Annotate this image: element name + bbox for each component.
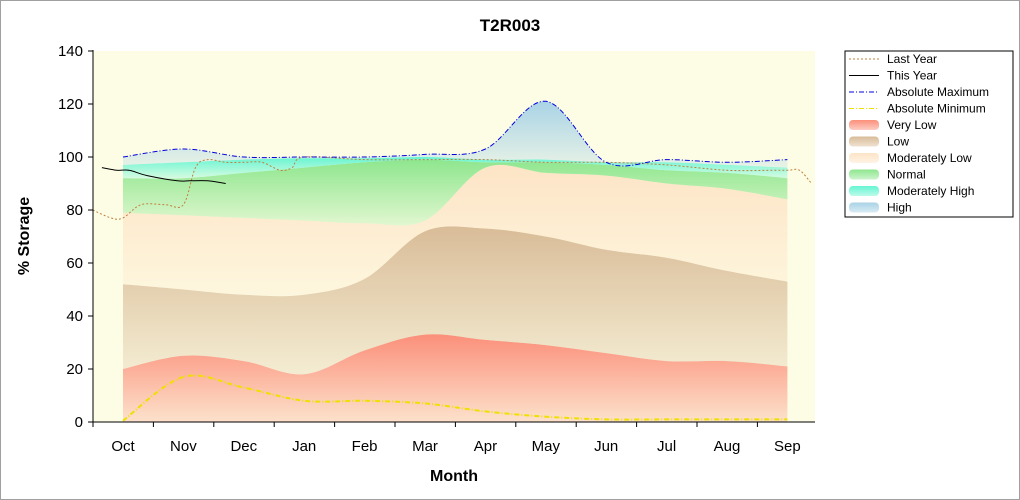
x-tick-label: Nov bbox=[170, 438, 197, 455]
legend-item-moderately-low: Moderately Low bbox=[849, 151, 972, 165]
x-tick-label: Feb bbox=[352, 438, 378, 455]
legend-item-moderately-high: Moderately High bbox=[849, 184, 974, 198]
line-absolute-maximum bbox=[122, 100, 788, 167]
legend-label: Last Year bbox=[887, 52, 937, 66]
legend-item-low: Low bbox=[849, 135, 909, 149]
legend-swatch bbox=[849, 136, 879, 147]
line-last-year bbox=[92, 156, 812, 220]
legend-item-absolute-minimum: Absolute Minimum bbox=[849, 102, 986, 116]
y-tick-label: 100 bbox=[58, 149, 83, 166]
legend-label: This Year bbox=[887, 69, 937, 83]
legend-label: Low bbox=[887, 135, 909, 149]
legend-label: Normal bbox=[887, 168, 926, 182]
legend-swatch bbox=[849, 186, 879, 196]
x-tick-label: Aug bbox=[714, 438, 741, 455]
y-axis-label: % Storage bbox=[16, 197, 33, 275]
axes-layer: 0 20 40 60 80 100 120 140 Oct Nov Dec Jan Feb Mar Apr M… bbox=[58, 43, 815, 455]
legend: Last Year This Year Absolute Maximum Absolu… bbox=[844, 50, 1014, 218]
y-tick-label: 0 bbox=[75, 414, 83, 431]
bands-layer bbox=[123, 101, 788, 422]
chart-title: T2R003 bbox=[480, 16, 540, 35]
legend-label: Absolute Minimum bbox=[887, 102, 986, 116]
legend-item-high: High bbox=[849, 201, 912, 215]
legend-swatch bbox=[849, 202, 879, 213]
legend-swatch bbox=[849, 120, 879, 130]
x-tick-label: Dec bbox=[230, 438, 257, 455]
band-low bbox=[123, 226, 788, 375]
legend-label: Moderately Low bbox=[887, 151, 972, 165]
band-high bbox=[123, 101, 788, 168]
lines-layer bbox=[92, 100, 812, 422]
band-normal bbox=[123, 159, 788, 226]
band-very-low bbox=[123, 334, 788, 422]
band-moderately-low bbox=[123, 164, 788, 297]
y-tick-label: 140 bbox=[58, 43, 83, 60]
legend-label: Moderately High bbox=[887, 184, 974, 198]
legend-item-normal: Normal bbox=[849, 168, 926, 182]
x-tick-label: Jul bbox=[657, 438, 676, 455]
x-tick-label: Jun bbox=[594, 438, 618, 455]
line-this-year bbox=[101, 167, 226, 184]
legend-item-this-year: This Year bbox=[849, 69, 937, 83]
y-tick-label: 20 bbox=[66, 361, 83, 378]
y-tick-label: 60 bbox=[66, 255, 83, 272]
legend-label: High bbox=[887, 201, 912, 215]
x-tick-label: Jan bbox=[292, 438, 316, 455]
legend-item-last-year: Last Year bbox=[849, 52, 937, 66]
x-tick-label: Oct bbox=[111, 438, 135, 455]
legend-swatch bbox=[849, 153, 879, 163]
x-tick-label: Mar bbox=[412, 438, 438, 455]
x-tick-label: Sep bbox=[774, 438, 801, 455]
x-tick-label: May bbox=[532, 438, 561, 455]
legend-label: Absolute Maximum bbox=[887, 85, 989, 99]
legend-item-very-low: Very Low bbox=[849, 118, 937, 132]
legend-item-absolute-maximum: Absolute Maximum bbox=[849, 85, 989, 99]
y-tick-label: 40 bbox=[66, 308, 83, 325]
line-absolute-minimum bbox=[122, 374, 788, 422]
legend-label: Very Low bbox=[887, 118, 937, 132]
legend-swatch bbox=[849, 169, 879, 180]
band-moderately-high bbox=[123, 156, 788, 179]
y-tick-label: 80 bbox=[66, 202, 83, 219]
x-axis-label: Month bbox=[430, 468, 478, 485]
x-tick-label: Apr bbox=[474, 438, 497, 455]
y-tick-label: 120 bbox=[58, 96, 83, 113]
